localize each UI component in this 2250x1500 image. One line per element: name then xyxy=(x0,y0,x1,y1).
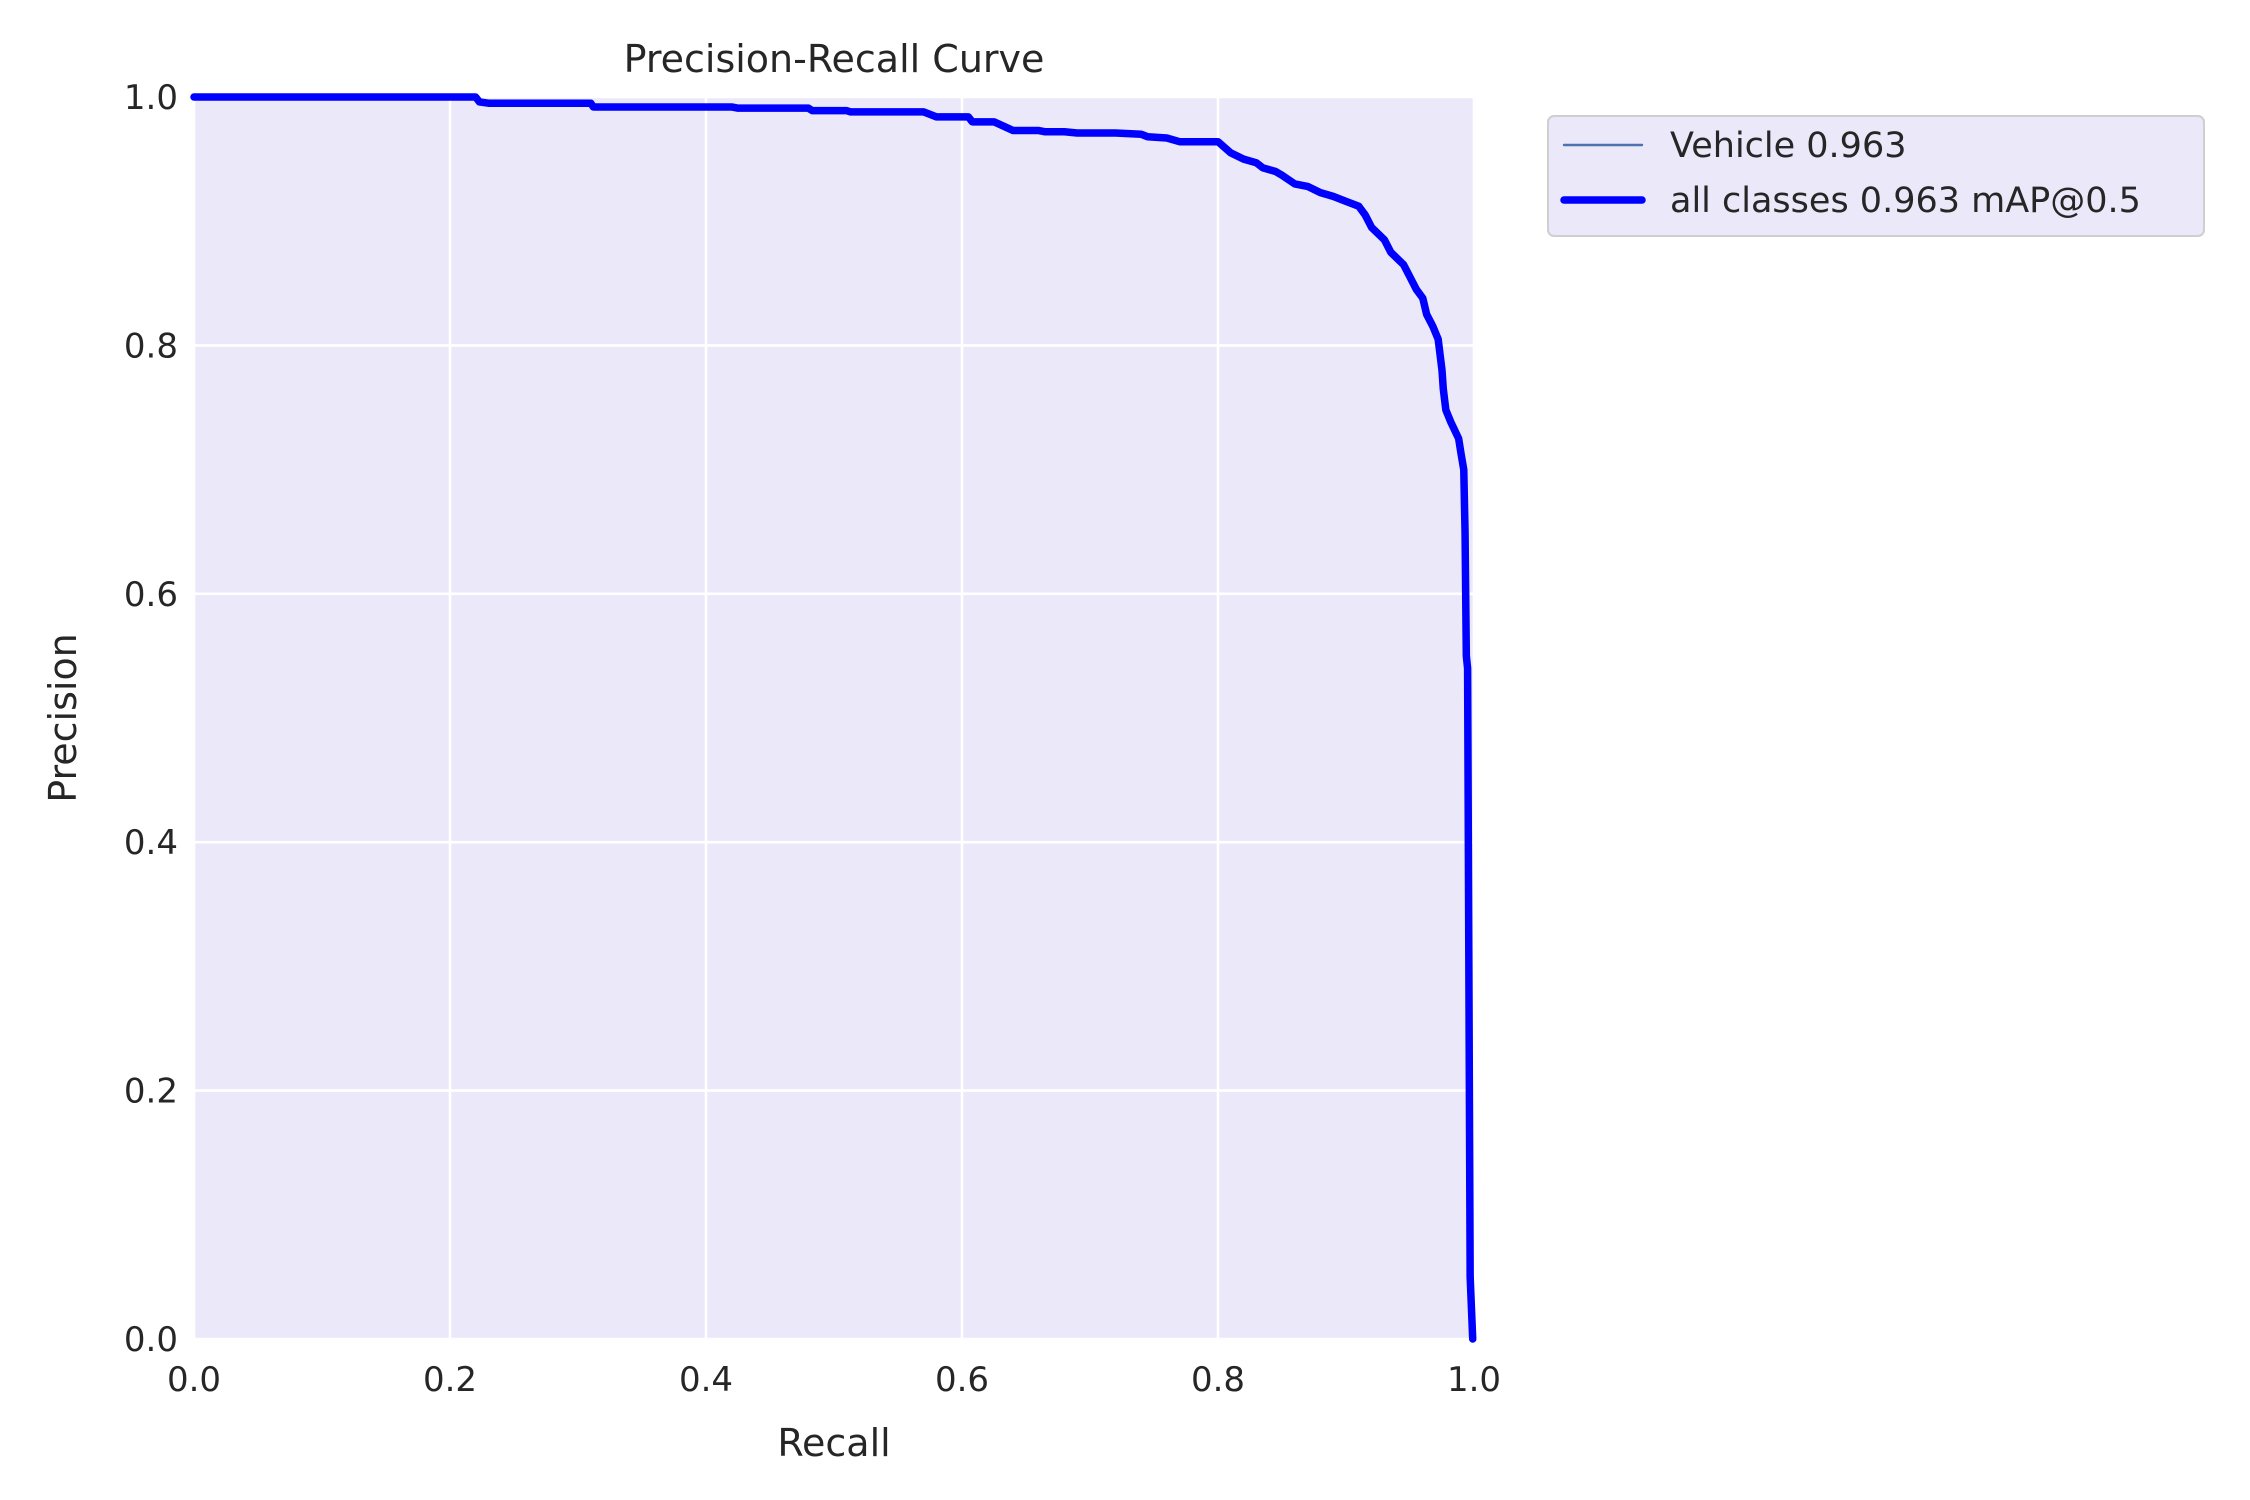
x-tick-labels: 0.0 0.2 0.4 0.6 0.8 1.0 xyxy=(167,1360,1501,1400)
y-tick-label: 1.0 xyxy=(124,78,178,118)
x-tick-label: 0.4 xyxy=(679,1360,733,1400)
y-tick-label: 0.8 xyxy=(124,326,178,366)
x-tick-label: 0.6 xyxy=(935,1360,989,1400)
legend: Vehicle 0.963 all classes 0.963 mAP@0.5 xyxy=(1547,115,2205,237)
x-tick-label: 0.0 xyxy=(167,1360,221,1400)
x-axis-label: Recall xyxy=(777,1421,890,1465)
legend-box xyxy=(1547,115,2205,237)
series-line-all-classes xyxy=(190,93,1477,1343)
chart-title: Precision-Recall Curve xyxy=(624,37,1045,81)
plot-area xyxy=(194,97,1474,1339)
y-tick-label: 0.4 xyxy=(124,823,178,863)
legend-label-all-classes: all classes 0.963 mAP@0.5 xyxy=(1670,181,2141,221)
y-tick-labels: 0.0 0.2 0.4 0.6 0.8 1.0 xyxy=(124,78,178,1360)
series-lines xyxy=(190,93,1477,1343)
y-tick-label: 0.2 xyxy=(124,1072,178,1112)
y-axis-label: Precision xyxy=(41,633,85,803)
x-tick-label: 1.0 xyxy=(1447,1360,1501,1400)
x-tick-label: 0.2 xyxy=(423,1360,477,1400)
y-tick-label: 0.0 xyxy=(124,1320,178,1360)
x-tick-label: 0.8 xyxy=(1191,1360,1245,1400)
legend-label-vehicle: Vehicle 0.963 xyxy=(1670,126,1907,166)
y-tick-label: 0.6 xyxy=(124,575,178,615)
grid-lines xyxy=(192,95,1476,1341)
